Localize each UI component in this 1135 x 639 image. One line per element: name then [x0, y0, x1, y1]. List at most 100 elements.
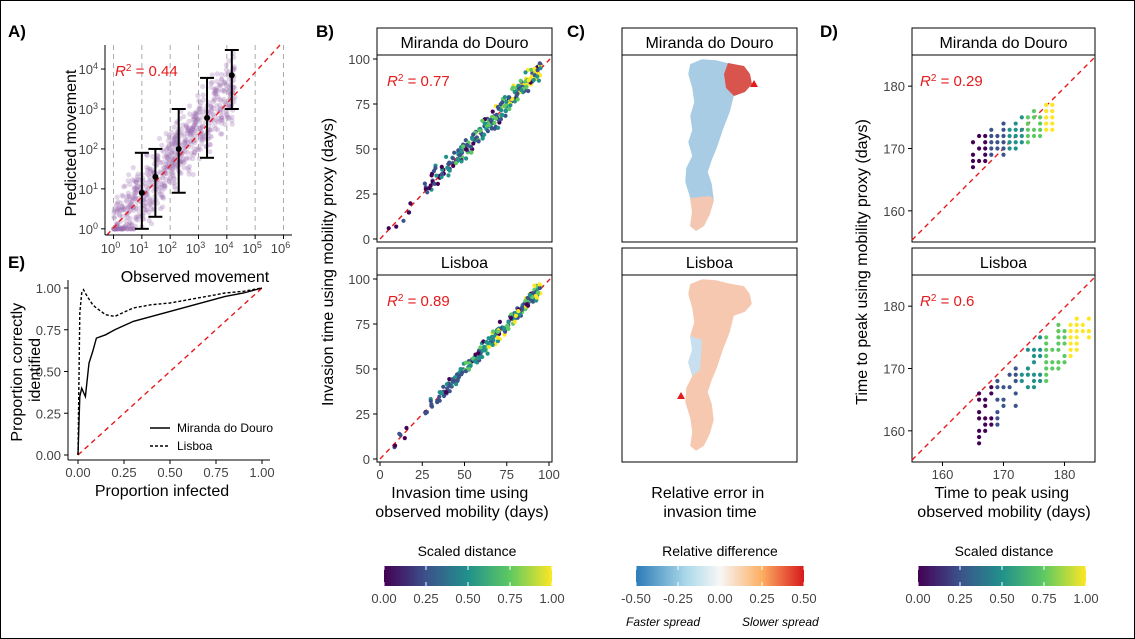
panel-a-point — [208, 80, 214, 86]
panel-a-point — [200, 131, 206, 137]
panel-a-point — [199, 123, 206, 129]
panel-a-point — [214, 118, 220, 124]
panel-b-y-axis-title: Invasion time using mobility proxy (days… — [320, 118, 337, 406]
panel-a-point — [218, 131, 224, 137]
panel-a-point — [169, 140, 175, 146]
panel-b-point — [524, 302, 529, 307]
panel-b-point — [486, 344, 492, 349]
panel-a-point — [181, 165, 187, 171]
panel-a-point — [135, 186, 141, 193]
panel-a-point — [150, 167, 156, 173]
panel-b-colorbar-tick-label: 0.50 — [455, 591, 480, 606]
panel-a-point — [116, 207, 122, 213]
panel-b-point — [507, 106, 512, 112]
panel-a-point — [193, 114, 199, 120]
panel-a-point — [136, 208, 142, 214]
panel-b-point — [519, 88, 524, 93]
panel-a-point — [159, 188, 165, 194]
panel-a-point — [120, 226, 127, 232]
panel-a-point — [124, 226, 131, 232]
panel-a-point — [190, 124, 197, 130]
panel-d-point — [1038, 353, 1043, 359]
panel-a-point — [231, 66, 237, 72]
panel-a-point — [144, 207, 150, 213]
panel-b-point — [526, 88, 531, 94]
panel-d-top-scatter-points — [970, 102, 1055, 170]
panel-a-point — [132, 185, 138, 191]
panel-e-reference-line — [77, 287, 263, 456]
panel-label-b: B) — [316, 22, 334, 41]
panel-a-point — [188, 132, 194, 138]
panel-b-point — [468, 144, 473, 149]
panel-d-y-tick-label: 180 — [883, 299, 905, 314]
panel-a-point — [160, 159, 166, 165]
panel-e-x-tick-label: 0.00 — [65, 465, 90, 480]
panel-a-point — [127, 226, 134, 232]
panel-d-point — [983, 403, 988, 408]
panel-d-bottom-strip — [911, 247, 1096, 276]
panel-d-point — [983, 158, 988, 164]
panel-a-point — [219, 76, 225, 83]
panel-d-point — [1025, 140, 1030, 145]
panel-d-point — [1038, 127, 1043, 132]
panel-a-point — [200, 83, 206, 90]
panel-b-point — [471, 141, 476, 146]
panel-a-point — [131, 186, 137, 192]
panel-a-point — [232, 94, 238, 100]
panel-a-point — [143, 200, 149, 206]
panel-a-point — [191, 133, 197, 139]
panel-e-x-tick-label: 0.75 — [203, 465, 228, 480]
panel-b-point — [423, 411, 428, 416]
panel-a-point — [119, 226, 125, 232]
panel-d-point — [995, 140, 1000, 145]
panel-c-colorbar-ticks: -0.50 -0.25 0.00 0.25 0.50 — [621, 566, 817, 606]
panel-b-point — [471, 132, 476, 137]
panel-b-point — [496, 125, 501, 130]
panel-d-bottom-y-ticks: 160 170 180 — [883, 299, 912, 439]
panel-a-point — [164, 158, 170, 164]
panel-d-y-tick-label: 170 — [883, 362, 905, 377]
panel-b-point — [470, 136, 475, 141]
panel-d-point — [983, 397, 988, 402]
panel-a-point — [200, 97, 206, 103]
panel-b-point — [453, 375, 458, 380]
panel-a-point — [190, 117, 196, 123]
panel-a-point — [146, 202, 153, 208]
panel-a-point — [193, 109, 199, 115]
panel-a-point — [171, 175, 177, 181]
panel-a-point — [189, 125, 195, 132]
panel-a-point — [215, 119, 221, 125]
panel-d-top-y-ticks: 160 170 180 — [883, 79, 912, 219]
panel-a-point — [160, 195, 167, 201]
panel-a-point — [117, 224, 123, 230]
panel-d-point — [1056, 341, 1061, 346]
panel-b-point — [432, 181, 437, 186]
panel-a-point — [141, 207, 148, 213]
panel-b-point — [429, 404, 435, 409]
panel-a-point — [147, 174, 153, 180]
panel-a-point — [186, 155, 192, 161]
panel-a-point — [117, 208, 123, 214]
panel-a-point — [163, 176, 169, 182]
panel-a-point — [146, 165, 152, 172]
panel-b-point — [439, 391, 444, 396]
panel-a-vertical-gridlines — [113, 45, 284, 235]
panel-d-point — [1074, 322, 1079, 327]
panel-b-point — [499, 108, 504, 113]
panel-a-point — [189, 126, 195, 132]
panel-a-point — [144, 170, 150, 176]
panel-c-top-marker — [750, 80, 758, 87]
panel-d-point — [1025, 347, 1030, 352]
panel-a-point — [172, 134, 178, 141]
panel-a-point — [130, 205, 136, 211]
panel-a-point — [156, 135, 163, 142]
panel-a-point — [133, 186, 139, 192]
panel-d: Miranda do Douro R2 = 0.29 Lisboa R2 = 0… — [854, 27, 1099, 606]
panel-a-point — [200, 92, 206, 98]
panel-b-point — [508, 315, 514, 321]
panel-a-point — [170, 144, 176, 150]
panel-a-point — [125, 205, 131, 211]
panel-a-point — [171, 157, 177, 163]
panel-e-x-tick-label: 1.00 — [249, 465, 274, 480]
panel-b-point — [480, 354, 485, 360]
